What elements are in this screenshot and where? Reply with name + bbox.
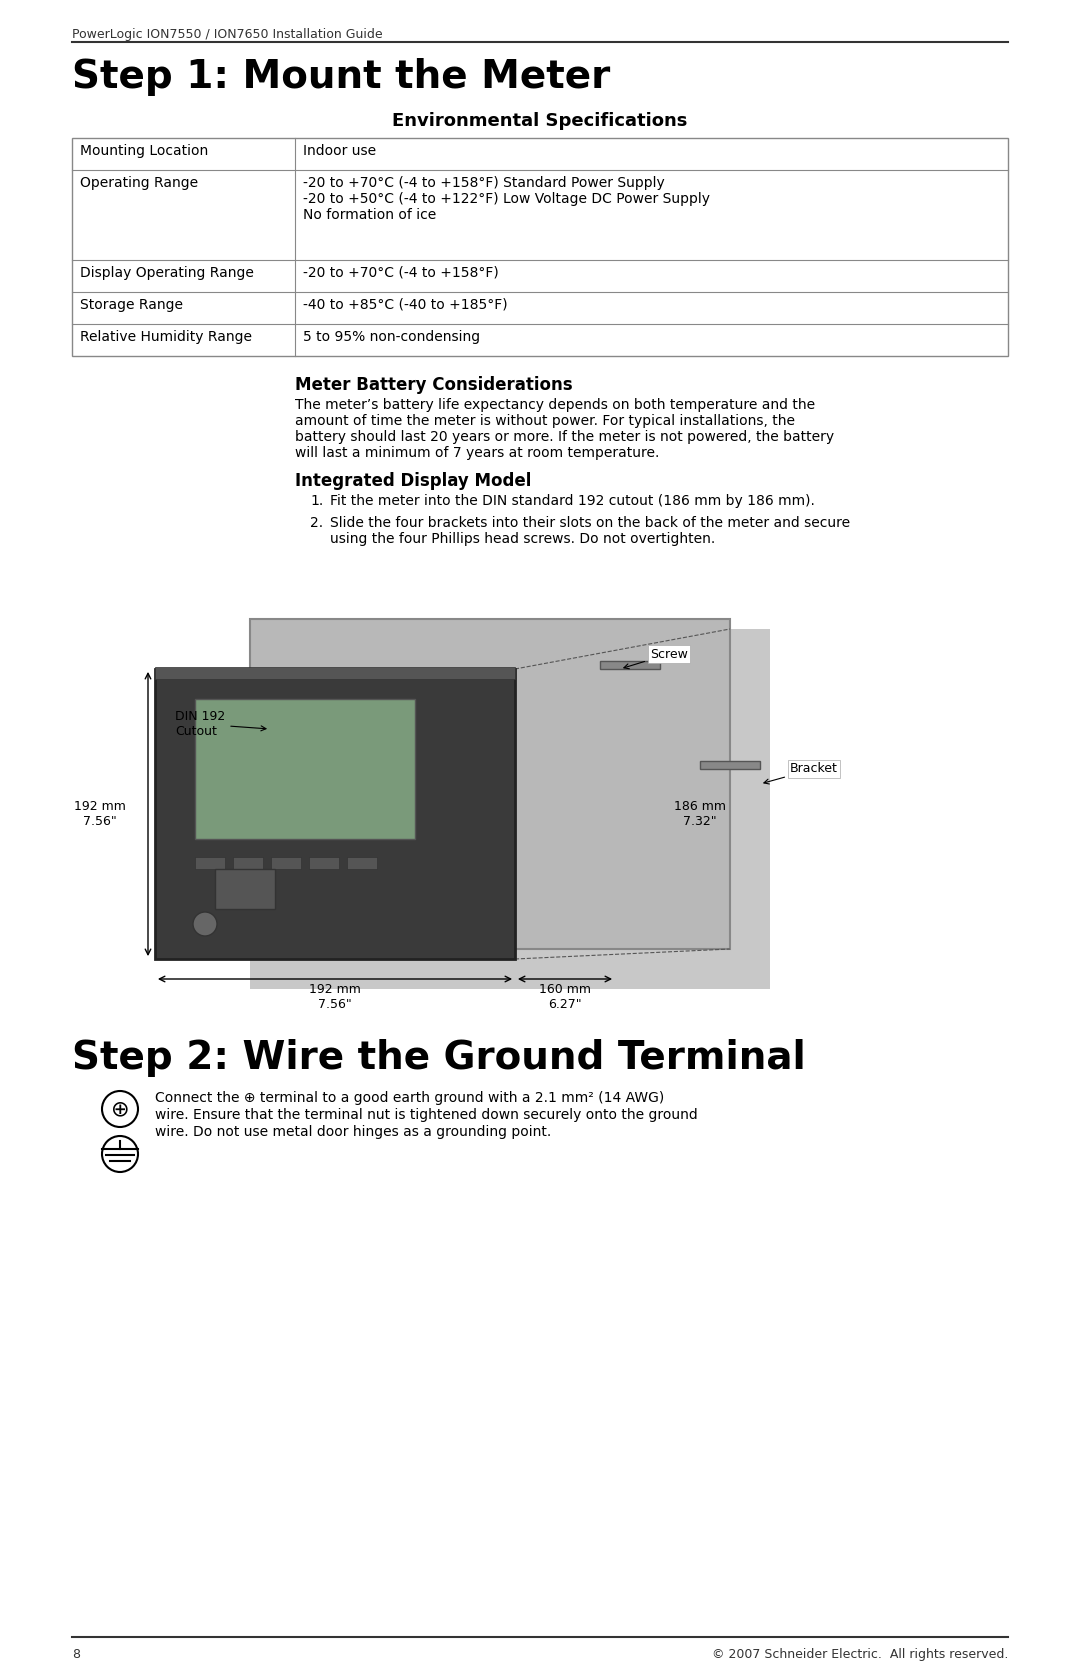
Bar — [195, 856, 225, 870]
Text: Screw: Screw — [624, 648, 688, 669]
Text: Storage Range: Storage Range — [80, 299, 183, 312]
Text: Connect the ⊕ terminal to a good earth ground with a 2.1 mm² (14 AWG): Connect the ⊕ terminal to a good earth g… — [156, 1092, 664, 1105]
Text: Meter Battery Considerations: Meter Battery Considerations — [295, 376, 572, 394]
Text: Slide the four brackets into their slots on the back of the meter and secure: Slide the four brackets into their slots… — [330, 516, 850, 531]
Text: Bracket: Bracket — [764, 763, 838, 784]
Text: Step 1: Mount the Meter: Step 1: Mount the Meter — [72, 58, 610, 97]
Bar — [249, 619, 730, 950]
Text: amount of time the meter is without power. For typical installations, the: amount of time the meter is without powe… — [295, 414, 795, 427]
Text: 2.: 2. — [310, 516, 323, 531]
Text: Operating Range: Operating Range — [80, 175, 198, 190]
Text: Relative Humidity Range: Relative Humidity Range — [80, 330, 252, 344]
Text: 192 mm
7.56": 192 mm 7.56" — [75, 799, 126, 828]
Text: 192 mm
7.56": 192 mm 7.56" — [309, 983, 361, 1011]
Text: -20 to +50°C (-4 to +122°F) Low Voltage DC Power Supply: -20 to +50°C (-4 to +122°F) Low Voltage … — [303, 192, 710, 205]
Text: battery should last 20 years or more. If the meter is not powered, the battery: battery should last 20 years or more. If… — [295, 431, 834, 444]
Bar — [195, 699, 415, 840]
Circle shape — [193, 911, 217, 936]
Text: wire. Do not use metal door hinges as a grounding point.: wire. Do not use metal door hinges as a … — [156, 1125, 551, 1138]
Text: © 2007 Schneider Electric.  All rights reserved.: © 2007 Schneider Electric. All rights re… — [712, 1647, 1008, 1661]
Bar — [156, 669, 515, 960]
Text: will last a minimum of 7 years at room temperature.: will last a minimum of 7 years at room t… — [295, 446, 660, 461]
Bar — [700, 761, 760, 769]
Text: Mounting Location: Mounting Location — [80, 144, 208, 159]
Text: -20 to +70°C (-4 to +158°F): -20 to +70°C (-4 to +158°F) — [303, 265, 499, 280]
Text: -20 to +70°C (-4 to +158°F) Standard Power Supply: -20 to +70°C (-4 to +158°F) Standard Pow… — [303, 175, 665, 190]
Bar — [72, 139, 1008, 355]
Bar — [347, 856, 377, 870]
Text: DIN 192
Cutout: DIN 192 Cutout — [175, 709, 266, 738]
Text: Integrated Display Model: Integrated Display Model — [295, 472, 531, 491]
Bar — [600, 661, 660, 669]
Text: Display Operating Range: Display Operating Range — [80, 265, 254, 280]
Bar — [249, 629, 770, 990]
Text: Step 2: Wire the Ground Terminal: Step 2: Wire the Ground Terminal — [72, 1040, 806, 1077]
Circle shape — [102, 1137, 138, 1172]
Text: using the four Phillips head screws. Do not overtighten.: using the four Phillips head screws. Do … — [330, 532, 715, 546]
Text: wire. Ensure that the terminal nut is tightened down securely onto the ground: wire. Ensure that the terminal nut is ti… — [156, 1108, 698, 1122]
Bar — [233, 856, 264, 870]
Text: 1.: 1. — [310, 494, 323, 507]
Bar — [156, 668, 515, 679]
Text: Fit the meter into the DIN standard 192 cutout (186 mm by 186 mm).: Fit the meter into the DIN standard 192 … — [330, 494, 815, 507]
Text: Environmental Specifications: Environmental Specifications — [392, 112, 688, 130]
Bar — [215, 870, 275, 910]
Text: 186 mm
7.32": 186 mm 7.32" — [674, 799, 726, 828]
Text: Indoor use: Indoor use — [303, 144, 376, 159]
Text: ⊕: ⊕ — [110, 1098, 130, 1118]
Text: No formation of ice: No formation of ice — [303, 209, 436, 222]
Text: -40 to +85°C (-40 to +185°F): -40 to +85°C (-40 to +185°F) — [303, 299, 508, 312]
Text: 8: 8 — [72, 1647, 80, 1661]
Circle shape — [102, 1092, 138, 1127]
Text: 5 to 95% non-condensing: 5 to 95% non-condensing — [303, 330, 481, 344]
Text: PowerLogic ION7550 / ION7650 Installation Guide: PowerLogic ION7550 / ION7650 Installatio… — [72, 28, 382, 42]
Bar — [309, 856, 339, 870]
Text: The meter’s battery life expectancy depends on both temperature and the: The meter’s battery life expectancy depe… — [295, 397, 815, 412]
Text: 160 mm
6.27": 160 mm 6.27" — [539, 983, 591, 1011]
Bar — [271, 856, 301, 870]
